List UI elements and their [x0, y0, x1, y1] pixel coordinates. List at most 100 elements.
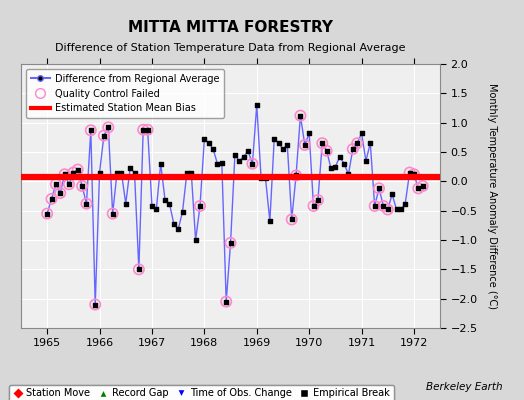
Point — [91, 301, 100, 308]
Point — [60, 171, 69, 178]
Point — [288, 216, 296, 223]
Point — [340, 160, 348, 167]
Point — [288, 216, 296, 223]
Point — [410, 171, 418, 178]
Point — [82, 200, 91, 207]
Point — [43, 210, 51, 217]
Point — [370, 203, 379, 209]
Point — [196, 203, 204, 209]
Point — [65, 181, 73, 188]
Point — [56, 190, 64, 196]
Point — [148, 203, 156, 209]
Point — [239, 154, 248, 160]
Point — [296, 112, 304, 119]
Point — [322, 148, 331, 154]
Point — [305, 130, 313, 136]
Point — [353, 140, 362, 146]
Point — [170, 220, 178, 227]
Point — [122, 200, 130, 207]
Point — [366, 140, 375, 146]
Point — [379, 203, 388, 209]
Point — [401, 200, 409, 207]
Point — [135, 266, 143, 272]
Text: MITTA MITTA FORESTRY: MITTA MITTA FORESTRY — [128, 20, 333, 36]
Point — [86, 127, 95, 134]
Point — [309, 203, 318, 209]
Point — [244, 148, 252, 154]
Point — [161, 197, 169, 203]
Point — [353, 140, 362, 146]
Point — [73, 166, 82, 173]
Point — [126, 165, 134, 172]
Point — [314, 197, 322, 203]
Point — [384, 206, 392, 213]
Point — [414, 185, 422, 192]
Point — [217, 159, 226, 166]
Point — [362, 158, 370, 164]
Point — [73, 166, 82, 173]
Point — [375, 185, 383, 192]
Point — [322, 148, 331, 154]
Point — [406, 169, 414, 176]
Point — [248, 160, 257, 167]
Point — [52, 181, 60, 188]
Point — [65, 181, 73, 188]
Point — [235, 158, 244, 164]
Point — [196, 203, 204, 209]
Point — [384, 206, 392, 213]
Point — [86, 127, 95, 134]
Point — [257, 175, 265, 182]
Point — [226, 240, 235, 246]
Point — [348, 146, 357, 152]
Point — [104, 124, 113, 130]
Point — [152, 206, 160, 213]
Point — [130, 169, 139, 176]
Point — [78, 183, 86, 189]
Text: Berkeley Earth: Berkeley Earth — [427, 382, 503, 392]
Point — [348, 146, 357, 152]
Point — [270, 136, 278, 142]
Point — [144, 126, 152, 133]
Legend: Station Move, Record Gap, Time of Obs. Change, Empirical Break: Station Move, Record Gap, Time of Obs. C… — [9, 384, 394, 400]
Point — [335, 154, 344, 160]
Point — [100, 132, 108, 139]
Point — [327, 165, 335, 172]
Point — [222, 298, 231, 305]
Point — [183, 169, 191, 176]
Point — [157, 160, 165, 167]
Point — [187, 169, 195, 176]
Point — [100, 132, 108, 139]
Point — [69, 169, 78, 176]
Point — [47, 196, 56, 202]
Point — [78, 183, 86, 189]
Point — [318, 140, 326, 146]
Point — [266, 218, 274, 224]
Point — [91, 301, 100, 308]
Point — [139, 126, 147, 133]
Point — [178, 209, 187, 215]
Point — [414, 185, 422, 192]
Point — [397, 206, 405, 213]
Point — [82, 200, 91, 207]
Point — [331, 164, 340, 170]
Point — [108, 210, 117, 217]
Point — [392, 206, 401, 213]
Point — [253, 102, 261, 108]
Point — [60, 171, 69, 178]
Point — [301, 142, 309, 148]
Point — [204, 140, 213, 146]
Point — [301, 142, 309, 148]
Point — [117, 169, 126, 176]
Point — [52, 181, 60, 188]
Y-axis label: Monthly Temperature Anomaly Difference (°C): Monthly Temperature Anomaly Difference (… — [487, 83, 497, 309]
Point — [419, 183, 427, 189]
Point — [279, 146, 287, 152]
Point — [296, 112, 304, 119]
Point — [165, 200, 173, 207]
Point — [314, 197, 322, 203]
Point — [104, 124, 113, 130]
Point — [95, 169, 104, 176]
Point — [226, 240, 235, 246]
Point — [318, 140, 326, 146]
Point — [261, 175, 270, 182]
